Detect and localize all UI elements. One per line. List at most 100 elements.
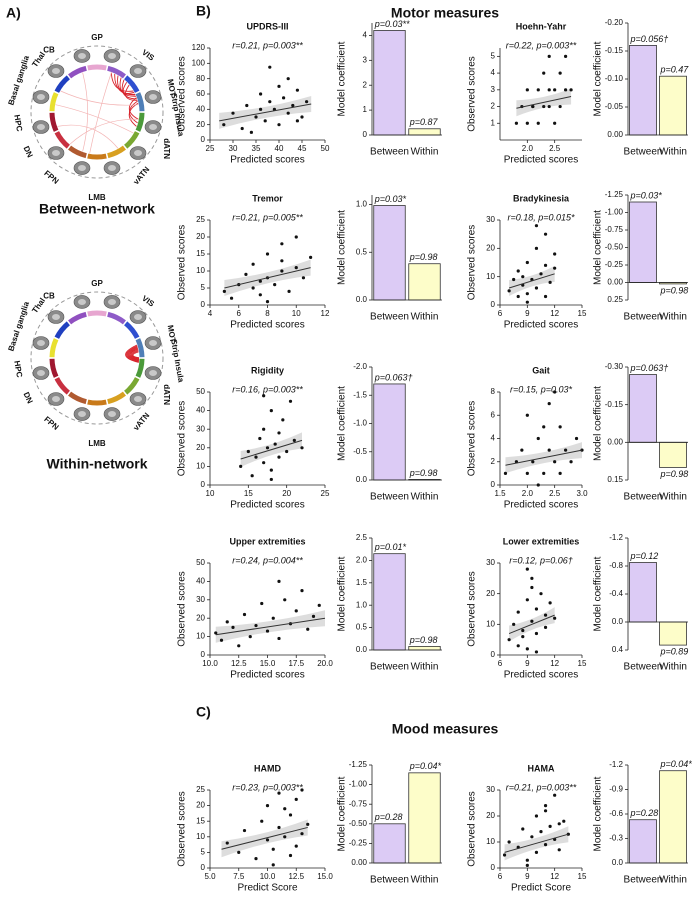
ring-segment	[49, 358, 59, 378]
network-label: HPC	[12, 360, 24, 378]
network-label: HPC	[12, 114, 24, 132]
bar-annotation: p=0.03**	[374, 19, 410, 29]
brain-icon-detail	[108, 52, 117, 59]
y-axis-label: Observed scores	[177, 225, 188, 301]
data-point	[277, 455, 281, 459]
fit-line	[215, 617, 326, 636]
data-point	[229, 296, 234, 300]
data-point	[277, 123, 281, 127]
data-point	[536, 88, 540, 92]
y-tick-label: 25	[196, 215, 205, 224]
bar	[373, 553, 406, 651]
data-point	[300, 115, 304, 119]
data-point	[260, 601, 264, 606]
data-point	[547, 88, 551, 92]
data-point	[237, 850, 241, 855]
data-point	[534, 246, 539, 250]
y-tick-label: -0.10	[605, 74, 624, 83]
data-point	[558, 471, 562, 475]
data-point	[273, 283, 277, 287]
data-point	[516, 269, 520, 273]
data-point	[558, 71, 562, 75]
data-point	[536, 121, 540, 125]
data-point	[294, 235, 298, 239]
brain-icon-detail	[134, 313, 143, 320]
data-point	[306, 822, 310, 826]
data-point	[543, 804, 548, 808]
x-tick-label: 25	[206, 144, 215, 153]
data-point	[525, 88, 529, 92]
x-tick-label: 7.5	[233, 872, 245, 881]
data-point	[539, 272, 543, 276]
data-point	[543, 232, 548, 236]
data-point	[283, 835, 287, 839]
chord	[132, 351, 140, 359]
chord	[55, 104, 134, 134]
y-axis-label: Model coefficient	[337, 776, 348, 851]
category-label: Between	[624, 662, 663, 673]
data-point	[534, 607, 539, 611]
ring-segment	[135, 112, 145, 132]
data-point	[564, 448, 568, 452]
chord	[114, 73, 136, 96]
data-point	[231, 625, 235, 630]
chord	[121, 79, 137, 100]
data-point	[530, 585, 534, 590]
category-label: Between	[370, 875, 409, 886]
data-point	[525, 260, 529, 265]
data-point	[283, 807, 287, 811]
x-tick-label: 25	[321, 489, 330, 498]
y-axis-label: Model coefficient	[337, 386, 348, 461]
data-point	[239, 464, 243, 468]
fit-line	[505, 449, 583, 466]
bar	[408, 772, 441, 864]
data-point	[265, 629, 270, 633]
x-tick-label: 12.5	[288, 872, 304, 881]
y-tick-label: -0.30	[605, 362, 624, 371]
annotation: r=0.22, p=0.003**	[506, 40, 577, 50]
data-point	[222, 289, 226, 293]
data-point	[553, 266, 557, 270]
y-axis-label: Model coefficient	[593, 556, 604, 631]
brain-icon-detail	[108, 411, 117, 418]
y-tick-label: -0.75	[605, 225, 624, 234]
chart-title: Hoehn-Yahr	[516, 21, 567, 31]
y-tick-label: -0.25	[605, 260, 624, 269]
y-tick-label: 0.0	[356, 645, 368, 654]
category-label: Between	[370, 312, 409, 323]
ring-segment	[123, 321, 140, 339]
y-tick-label: 3	[363, 55, 368, 64]
brain-icon-detail	[77, 298, 86, 305]
y-tick-label: -0.6	[609, 809, 623, 818]
data-point	[553, 390, 557, 394]
category-label: Within	[411, 662, 439, 673]
x-axis-label: Predicted scores	[230, 670, 304, 681]
category-label: Between	[370, 147, 409, 158]
y-tick-label: 30	[486, 215, 495, 224]
data-point	[542, 471, 546, 475]
data-point	[553, 616, 557, 620]
y-axis-label: Observed scores	[467, 791, 478, 867]
y-tick-label: 1	[491, 118, 496, 127]
data-point	[562, 819, 566, 823]
bar	[659, 441, 687, 468]
y-tick-label: 40	[196, 577, 205, 586]
data-point	[534, 814, 539, 818]
chord	[126, 345, 139, 363]
bar	[629, 819, 657, 864]
data-point	[516, 610, 520, 614]
chart-title: HAMA	[528, 763, 555, 773]
data-point	[306, 627, 310, 631]
y-tick-label: 25	[196, 785, 205, 794]
x-tick-label: 8	[265, 309, 270, 318]
data-point	[564, 88, 568, 92]
chord	[127, 346, 139, 362]
brain-icon-detail	[51, 150, 60, 157]
ring-segment	[135, 92, 145, 112]
y-tick-label: 50	[196, 558, 205, 567]
y-tick-label: 2	[491, 457, 496, 466]
y-tick-label: 20	[196, 120, 205, 129]
y-axis-label: Observed scores	[467, 225, 478, 301]
data-point	[566, 832, 570, 836]
data-point	[294, 797, 298, 801]
